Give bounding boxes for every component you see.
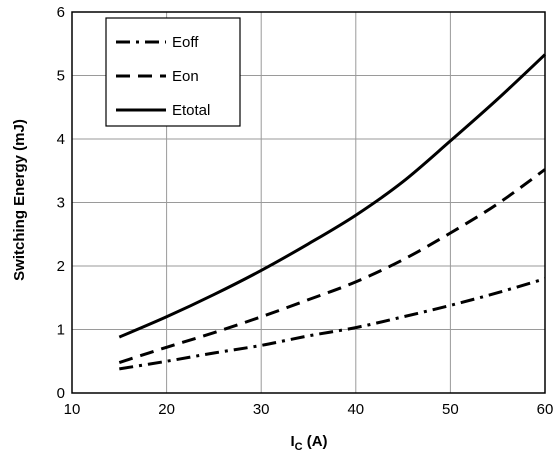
x-tick-label: 60 — [537, 401, 554, 418]
x-axis-title: IC (A) — [290, 433, 327, 453]
series-group — [118, 53, 547, 371]
legend-label: Eoff — [172, 34, 199, 51]
legend-label: Etotal — [172, 102, 210, 119]
x-axis-title-sub: C — [295, 441, 303, 453]
series-line-eon — [118, 168, 546, 364]
series-line-etotal — [118, 53, 547, 339]
x-axis-title-main: I — [290, 433, 294, 450]
y-axis-title: Switching Energy (mJ) — [11, 119, 28, 281]
x-tick-label: 30 — [253, 401, 270, 418]
legend-box — [105, 17, 241, 127]
x-tick-label: 10 — [64, 401, 81, 418]
plot-frame — [71, 11, 546, 394]
series-line-eoff — [119, 277, 546, 371]
y-tick-labels: 0 1 2 3 4 5 6 — [57, 4, 65, 402]
y-tick-label: 2 — [57, 258, 65, 275]
y-tick-label: 4 — [57, 131, 65, 148]
x-tick-label: 40 — [347, 401, 364, 418]
y-tick-label: 0 — [57, 385, 65, 402]
legend-label: Eon — [172, 68, 199, 85]
legend: Eoff Eon Etotal — [105, 17, 241, 127]
y-tick-label: 3 — [57, 195, 65, 212]
x-tick-label: 20 — [158, 401, 175, 418]
x-tick-label: 50 — [442, 401, 459, 418]
y-tick-label: 1 — [57, 322, 65, 339]
y-tick-label: 6 — [57, 4, 65, 21]
y-tick-label: 5 — [57, 68, 65, 85]
x-axis-title-unit: (A) — [303, 433, 328, 450]
x-tick-labels: 10 20 30 40 50 60 — [64, 401, 554, 418]
